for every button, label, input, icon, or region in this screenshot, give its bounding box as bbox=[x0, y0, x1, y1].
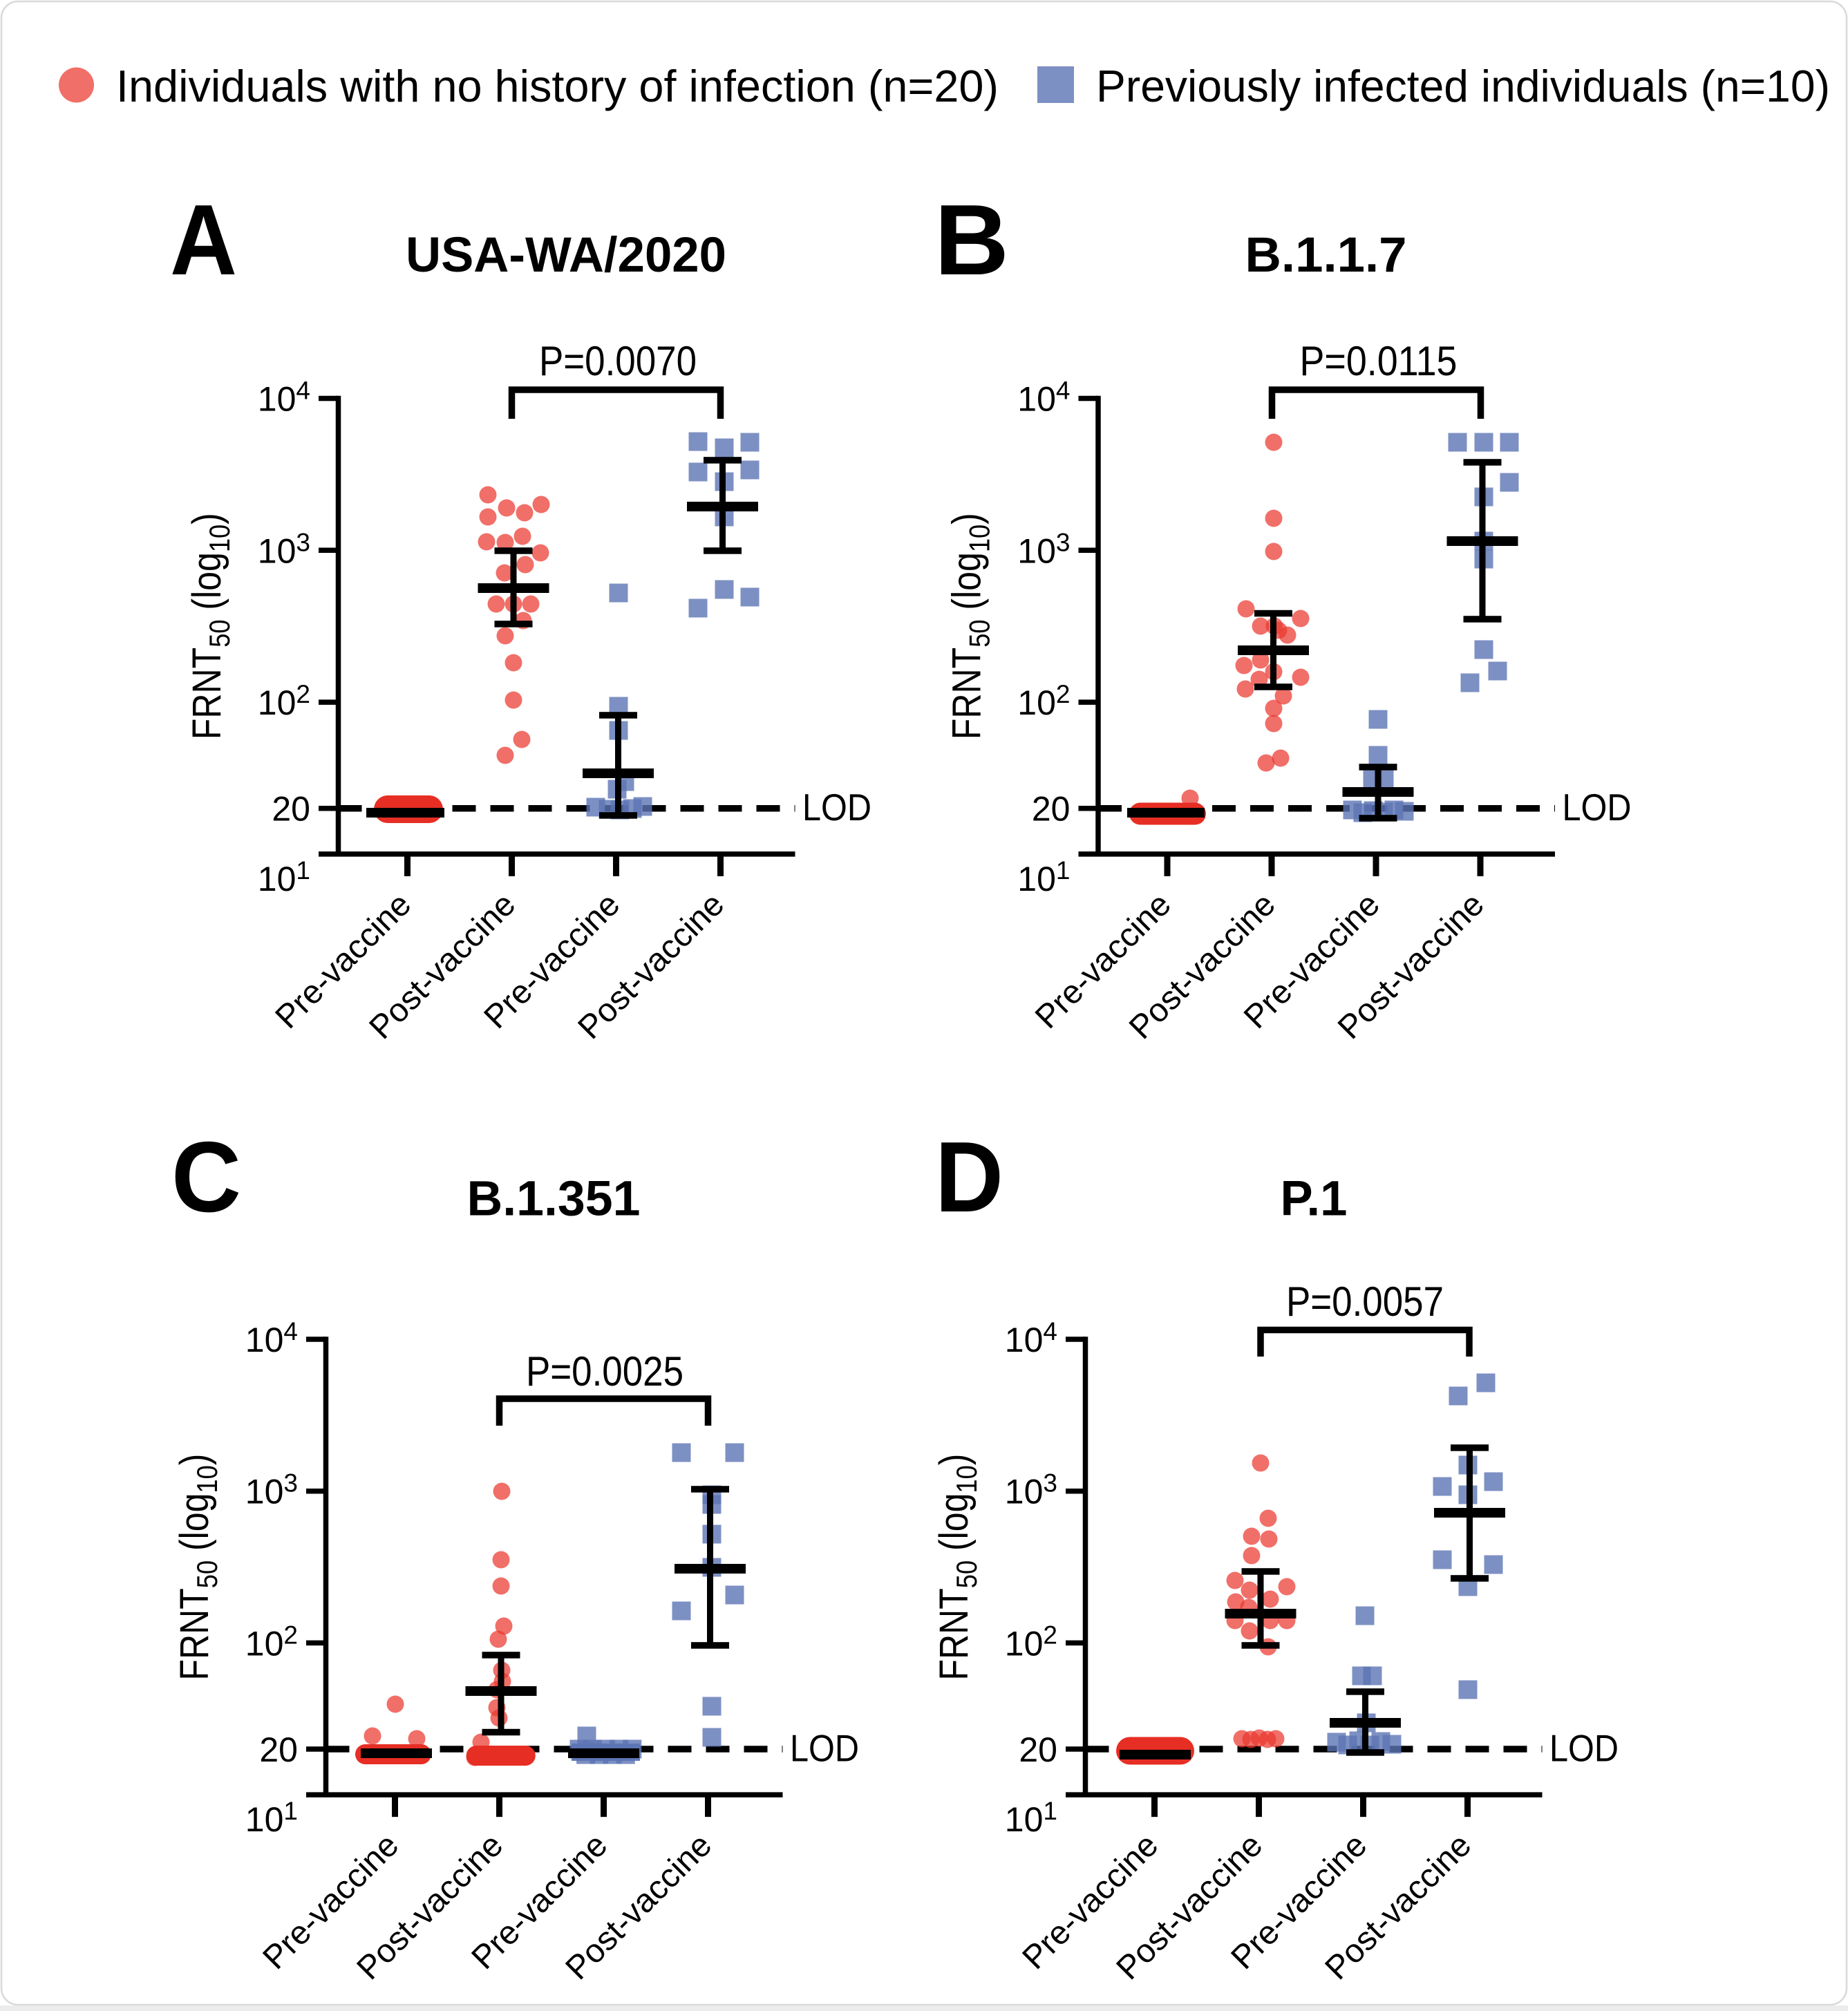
svg-text:102: 102 bbox=[1017, 680, 1070, 722]
svg-text:20: 20 bbox=[272, 790, 310, 829]
svg-text:LOD: LOD bbox=[802, 786, 871, 829]
svg-text:101: 101 bbox=[1017, 856, 1070, 898]
svg-text:B: B bbox=[934, 184, 1009, 296]
svg-text:Previously infected individual: Previously infected individuals (n=10) bbox=[1096, 61, 1830, 111]
svg-text:B.1.1.7: B.1.1.7 bbox=[1245, 228, 1407, 283]
svg-text:LOD: LOD bbox=[1563, 786, 1632, 829]
svg-text:LOD: LOD bbox=[1549, 1727, 1619, 1770]
svg-text:20: 20 bbox=[259, 1730, 298, 1769]
svg-text:B.1.351: B.1.351 bbox=[467, 1172, 641, 1227]
svg-text:C: C bbox=[171, 1121, 241, 1233]
svg-text:20: 20 bbox=[1032, 790, 1071, 829]
svg-text:A: A bbox=[170, 184, 237, 296]
svg-text:P.1: P.1 bbox=[1281, 1172, 1348, 1227]
svg-text:D: D bbox=[935, 1121, 1003, 1233]
svg-text:P=0.0115: P=0.0115 bbox=[1300, 338, 1458, 384]
svg-text:LOD: LOD bbox=[790, 1727, 859, 1770]
svg-text:101: 101 bbox=[1005, 1797, 1057, 1839]
svg-text:103: 103 bbox=[1005, 1469, 1057, 1511]
svg-text:USA-WA/2020: USA-WA/2020 bbox=[406, 228, 726, 283]
svg-text:P=0.0025: P=0.0025 bbox=[526, 1348, 683, 1395]
svg-text:103: 103 bbox=[1017, 528, 1070, 570]
svg-text:102: 102 bbox=[1005, 1621, 1057, 1663]
svg-text:Individuals with no history of: Individuals with no history of infection… bbox=[116, 61, 999, 111]
svg-text:P=0.0070: P=0.0070 bbox=[539, 338, 697, 384]
svg-text:20: 20 bbox=[1019, 1730, 1057, 1769]
svg-text:P=0.0057: P=0.0057 bbox=[1286, 1278, 1444, 1325]
